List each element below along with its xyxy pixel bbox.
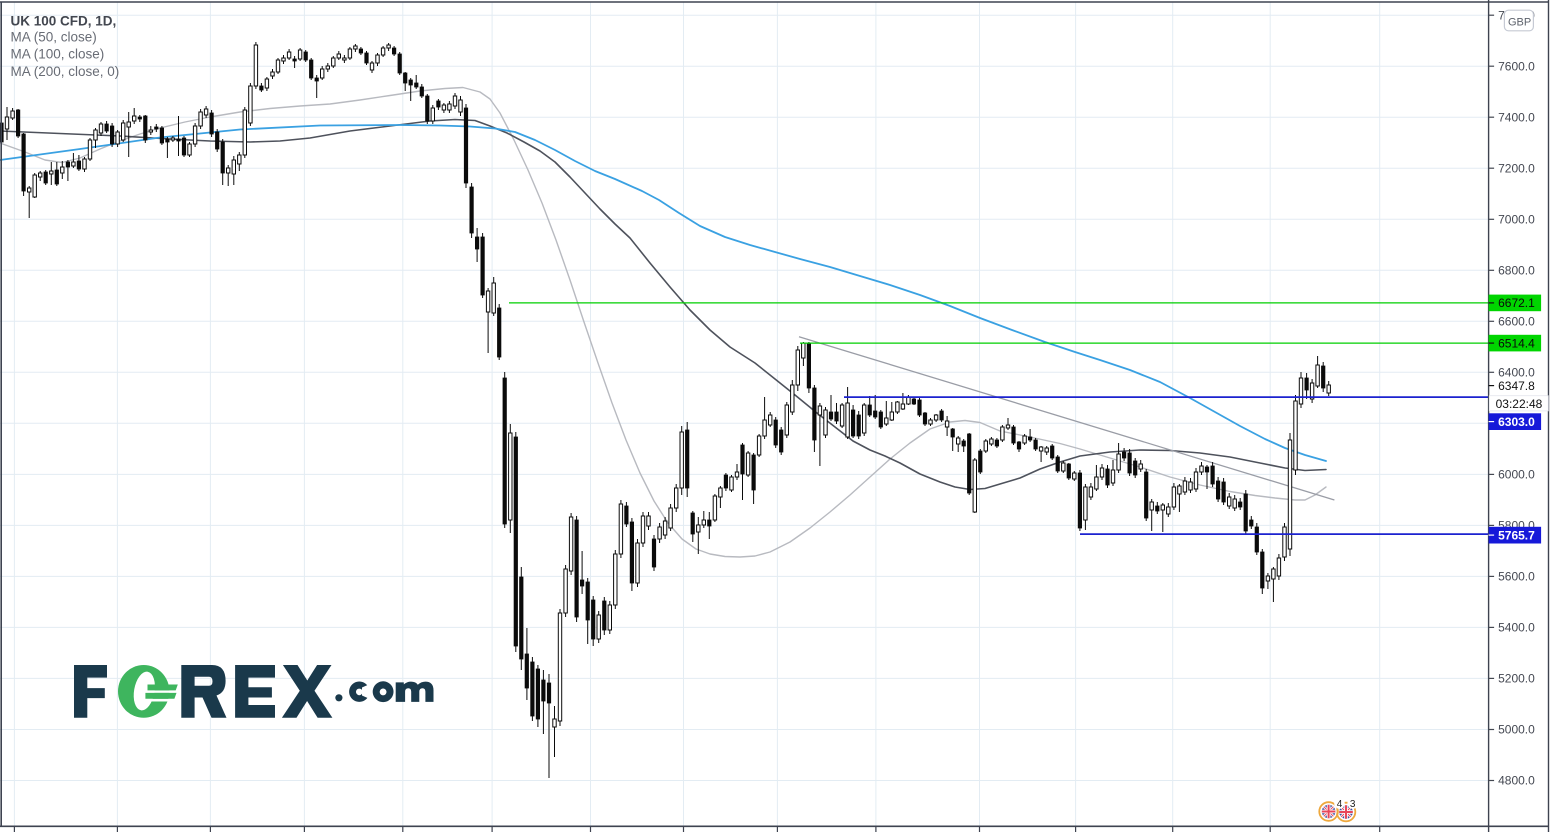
svg-text:4: 4 bbox=[1337, 799, 1343, 810]
svg-text:MA (200, close, 0): MA (200, close, 0) bbox=[11, 64, 120, 79]
svg-text:6303.0: 6303.0 bbox=[1498, 415, 1535, 429]
svg-text:5765.7: 5765.7 bbox=[1498, 528, 1535, 542]
svg-text:7200.0: 7200.0 bbox=[1498, 161, 1535, 175]
svg-text:6400.0: 6400.0 bbox=[1498, 366, 1535, 380]
svg-text:3: 3 bbox=[1350, 799, 1356, 810]
svg-text:6672.1: 6672.1 bbox=[1498, 296, 1535, 310]
svg-text:5600.0: 5600.0 bbox=[1498, 570, 1535, 584]
svg-text:7400.0: 7400.0 bbox=[1498, 110, 1535, 124]
svg-text:UK 100 CFD, 1D,: UK 100 CFD, 1D, bbox=[11, 14, 117, 29]
svg-text:5000.0: 5000.0 bbox=[1498, 723, 1535, 737]
svg-text:6347.8: 6347.8 bbox=[1498, 379, 1535, 393]
svg-text:6514.4: 6514.4 bbox=[1498, 336, 1535, 350]
svg-text:6600.0: 6600.0 bbox=[1498, 315, 1535, 329]
svg-text:4800.0: 4800.0 bbox=[1498, 774, 1535, 788]
svg-text:7600.0: 7600.0 bbox=[1498, 59, 1535, 73]
svg-text:6000.0: 6000.0 bbox=[1498, 468, 1535, 482]
svg-text:6800.0: 6800.0 bbox=[1498, 264, 1535, 278]
svg-text:GBP: GBP bbox=[1508, 16, 1531, 28]
svg-text:7000.0: 7000.0 bbox=[1498, 213, 1535, 227]
svg-text:MA (100, close): MA (100, close) bbox=[11, 47, 105, 62]
svg-text:5400.0: 5400.0 bbox=[1498, 621, 1535, 635]
svg-text:5200.0: 5200.0 bbox=[1498, 672, 1535, 686]
svg-text:03:22:48: 03:22:48 bbox=[1496, 397, 1543, 411]
svg-text:MA (50, close): MA (50, close) bbox=[11, 29, 97, 44]
